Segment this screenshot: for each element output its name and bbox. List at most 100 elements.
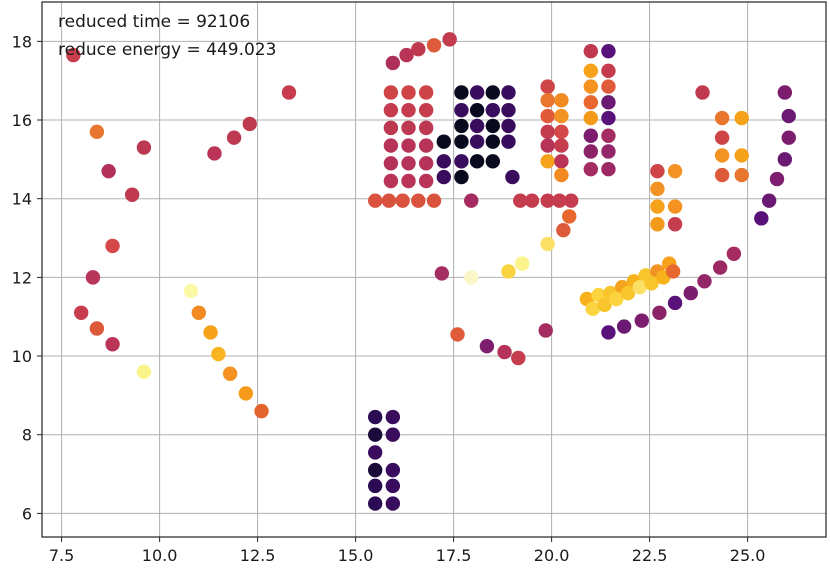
data-point — [105, 337, 120, 352]
data-point — [601, 95, 616, 110]
x-tick-label: 25.0 — [730, 546, 766, 565]
data-point — [124, 187, 140, 202]
data-point — [777, 152, 793, 167]
x-axis: 7.5 10.0 12.5 15.0 17.5 20.0 22.5 25.0 — [49, 537, 766, 565]
data-point — [781, 108, 796, 124]
data-point — [714, 148, 730, 163]
data-point — [515, 256, 530, 271]
data-point — [383, 138, 399, 153]
data-point — [616, 319, 632, 334]
x-tick-label: 7.5 — [49, 546, 74, 565]
data-point — [650, 163, 665, 179]
data-point — [540, 154, 555, 169]
data-point — [769, 171, 785, 187]
data-point — [454, 85, 469, 100]
data-point — [450, 327, 465, 342]
data-point — [411, 42, 426, 57]
data-point — [89, 124, 105, 140]
data-point — [501, 264, 516, 279]
data-point — [714, 167, 730, 183]
data-point — [368, 193, 383, 208]
data-point — [66, 47, 81, 63]
data-point — [665, 264, 681, 279]
data-point — [385, 55, 401, 71]
data-point — [426, 38, 442, 53]
data-point — [411, 193, 426, 208]
data-point — [714, 110, 730, 126]
data-point — [454, 154, 469, 169]
data-point — [401, 156, 416, 171]
data-point — [734, 148, 749, 163]
data-point — [418, 120, 434, 136]
data-point — [485, 102, 500, 118]
x-tick-label: 22.5 — [632, 546, 668, 565]
data-point — [650, 199, 665, 214]
data-point — [385, 478, 401, 494]
data-point — [368, 478, 383, 494]
data-point — [583, 43, 598, 59]
data-point — [479, 339, 495, 354]
data-point — [385, 409, 401, 425]
data-point — [554, 124, 569, 140]
data-point — [777, 85, 793, 100]
data-point — [556, 222, 571, 238]
data-point — [368, 409, 383, 425]
data-point — [601, 79, 616, 94]
data-point — [601, 43, 616, 59]
data-point — [583, 95, 598, 110]
data-point — [726, 246, 742, 261]
data-point — [540, 79, 555, 94]
x-tick-label: 17.5 — [436, 546, 472, 565]
data-point — [501, 85, 516, 100]
data-point — [281, 85, 297, 100]
data-point — [554, 138, 569, 153]
data-point — [368, 496, 383, 511]
data-point — [399, 47, 414, 63]
y-tick-label: 8 — [22, 426, 32, 445]
data-point — [552, 193, 567, 208]
data-point — [583, 144, 598, 159]
data-points — [66, 32, 796, 511]
data-point — [418, 156, 434, 171]
data-point — [436, 154, 451, 169]
data-point — [601, 128, 616, 143]
y-tick-label: 18 — [12, 32, 32, 51]
data-point — [464, 193, 479, 208]
data-point — [368, 462, 383, 478]
data-point — [644, 276, 659, 291]
y-tick-label: 14 — [12, 190, 32, 209]
data-point — [207, 146, 222, 161]
data-point — [136, 140, 152, 155]
data-point — [754, 211, 769, 226]
data-point — [385, 462, 401, 478]
data-point — [211, 346, 226, 362]
data-point — [183, 283, 199, 299]
data-point — [89, 321, 105, 336]
data-point — [601, 63, 616, 79]
data-point — [540, 93, 555, 108]
data-point — [401, 102, 416, 118]
x-tick-label: 10.0 — [142, 546, 178, 565]
plot-frame — [41, 1, 827, 538]
data-point — [650, 181, 665, 197]
data-point — [501, 134, 516, 149]
data-point — [620, 285, 636, 301]
data-point — [714, 130, 730, 145]
data-point — [74, 305, 89, 320]
data-point — [583, 110, 598, 126]
data-point — [454, 169, 469, 185]
data-point — [538, 323, 553, 338]
data-point — [601, 144, 616, 159]
data-point — [540, 193, 555, 208]
data-point — [383, 156, 399, 171]
data-point — [485, 85, 500, 100]
data-point — [667, 163, 683, 179]
data-point — [368, 445, 383, 460]
data-point — [609, 291, 624, 307]
data-point — [385, 496, 401, 511]
data-point — [513, 193, 528, 208]
data-point — [650, 217, 665, 232]
data-point — [485, 118, 500, 134]
data-point — [781, 130, 796, 145]
